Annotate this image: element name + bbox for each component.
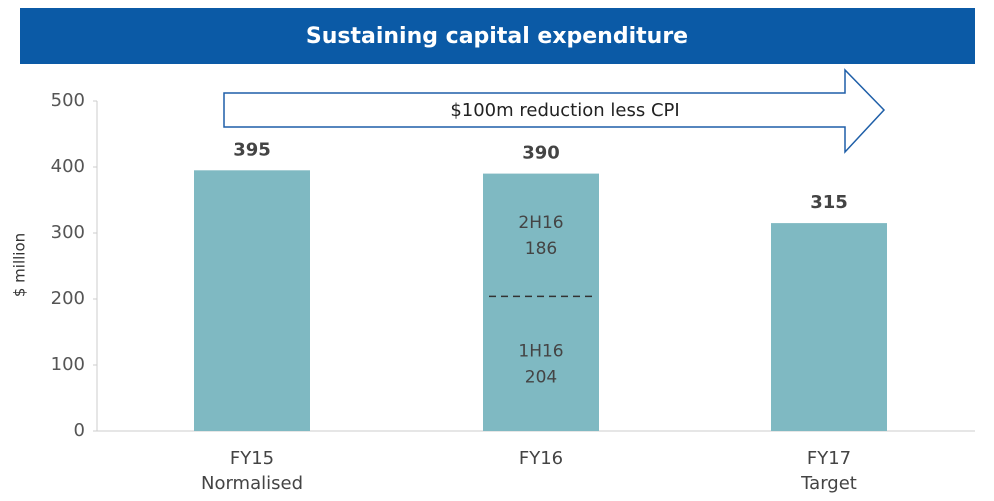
y-tick-label: 400	[51, 156, 85, 177]
bar	[194, 170, 310, 432]
y-tick-label: 300	[51, 222, 85, 243]
arrow	[223, 68, 886, 154]
annotation: $100m reduction less CPI	[450, 100, 679, 121]
x-tick-label: FY15 Normalised	[200, 448, 303, 494]
bar	[483, 173, 599, 431]
data-label: 395	[233, 139, 271, 160]
data-label: 390	[522, 143, 560, 164]
segment-label: 2H16	[518, 213, 563, 233]
y-tick-label: 100	[51, 354, 85, 375]
x-tick-label: FY17 Target	[801, 448, 857, 494]
y-tick-label: 0	[74, 420, 85, 441]
segment-value: 186	[525, 239, 557, 259]
x-tick-label: FY16	[518, 448, 564, 469]
bar	[771, 223, 887, 431]
data-label: 315	[810, 192, 848, 213]
y-axis-label: $ million	[11, 233, 29, 297]
segment-label: 1H16	[518, 342, 563, 362]
segment-value: 204	[525, 368, 557, 388]
y-tick-label: 500	[51, 90, 85, 111]
title-banner	[20, 8, 975, 64]
chart-title: Sustaining capital expenditure	[306, 24, 688, 49]
y-tick-label: 200	[51, 288, 85, 309]
